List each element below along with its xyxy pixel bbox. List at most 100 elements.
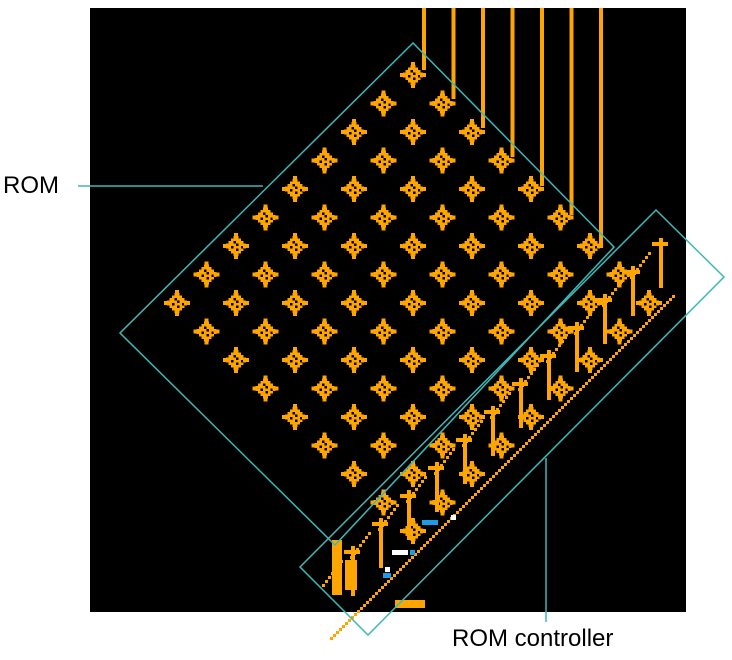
controller-bit bbox=[418, 484, 421, 487]
controller-diagonal-bit bbox=[480, 487, 483, 490]
controller-diagonal-bit bbox=[612, 355, 615, 358]
rom-cell bbox=[282, 404, 308, 430]
rom-cell bbox=[252, 261, 279, 288]
controller-channel-cap bbox=[624, 270, 640, 274]
controller-diagonal-bit bbox=[462, 505, 465, 508]
controller-channel bbox=[491, 406, 495, 456]
controller-diagonal-bit bbox=[534, 433, 537, 436]
controller-diagonal-bit bbox=[543, 424, 546, 427]
controller-diagonal-bit bbox=[546, 421, 549, 424]
controller-diagonal-bit bbox=[618, 349, 621, 352]
controller-channel bbox=[379, 518, 383, 568]
controller-diagonal-bit bbox=[459, 508, 462, 511]
rom-cell-grid bbox=[164, 62, 662, 544]
controller-channel bbox=[519, 378, 523, 428]
controller-channel-cap bbox=[400, 494, 416, 498]
controller-channel-cap bbox=[540, 354, 556, 358]
rom-cell bbox=[547, 204, 574, 231]
controller-diagonal-bit bbox=[414, 553, 417, 556]
controller-bit bbox=[474, 428, 477, 431]
rom-output-line bbox=[569, 8, 574, 215]
controller-diagonal-bit bbox=[387, 580, 390, 583]
rom-cell bbox=[606, 261, 633, 288]
controller-bit bbox=[415, 488, 418, 491]
controller-bit bbox=[592, 308, 595, 311]
controller-bit bbox=[614, 288, 617, 291]
controller-bit bbox=[589, 312, 592, 315]
controller-diagonal-bit bbox=[657, 310, 660, 313]
controller-channel bbox=[435, 462, 439, 512]
controller-bit bbox=[611, 292, 614, 295]
rom-cell bbox=[341, 290, 367, 316]
rom-cell bbox=[311, 261, 338, 288]
rom-cell bbox=[429, 147, 456, 174]
rom-cell bbox=[370, 204, 397, 231]
controller-diagonal-bit bbox=[348, 619, 351, 622]
controller-diagonal-bit bbox=[648, 319, 651, 322]
controller-diagonal-bit bbox=[330, 637, 333, 640]
controller-diagonal-bit bbox=[651, 316, 654, 319]
controller-channel-cap bbox=[512, 382, 528, 386]
rom-cell bbox=[311, 432, 338, 459]
controller-channel bbox=[659, 238, 663, 288]
controller-channel bbox=[407, 490, 411, 540]
rom-controller-label: ROM controller bbox=[452, 625, 614, 652]
controller-diagonal-bit bbox=[549, 418, 552, 421]
controller-diagonal-bit bbox=[585, 382, 588, 385]
controller-channel bbox=[603, 294, 607, 344]
controller-diagonal-bit bbox=[393, 574, 396, 577]
controller-diagonal-bit bbox=[504, 463, 507, 466]
rom-output-line bbox=[422, 8, 426, 70]
controller-diagonal-bit bbox=[528, 439, 531, 442]
controller-input-block bbox=[332, 540, 342, 595]
controller-diagonal-bit bbox=[633, 334, 636, 337]
controller-bit bbox=[468, 436, 471, 439]
rom-cell bbox=[459, 404, 485, 430]
rom-cell bbox=[370, 375, 397, 402]
controller-channel-cap bbox=[484, 410, 500, 414]
controller-input-block bbox=[395, 600, 425, 608]
controller-diagonal-bit bbox=[498, 469, 501, 472]
rom-cell bbox=[636, 290, 662, 316]
controller-diagonal-bit bbox=[603, 364, 606, 367]
controller-diagonal-bit bbox=[672, 295, 675, 298]
rom-cell bbox=[518, 347, 544, 373]
controller-bit bbox=[480, 420, 483, 423]
rom-cell bbox=[370, 318, 397, 345]
controller-diagonal-bit bbox=[540, 427, 543, 430]
controller-diagonal-bit bbox=[591, 376, 594, 379]
controller-diagonal-bit bbox=[522, 445, 525, 448]
controller-bit bbox=[552, 352, 555, 355]
controller-diagonal-bit bbox=[426, 541, 429, 544]
controller-diagonal-bit bbox=[342, 625, 345, 628]
controller-diagonal-bit bbox=[555, 412, 558, 415]
controller-channel-cap bbox=[596, 298, 612, 302]
rom-cell bbox=[606, 318, 633, 345]
controller-bit bbox=[446, 456, 449, 459]
rom-cell bbox=[488, 147, 515, 174]
rom-cell bbox=[429, 204, 456, 231]
rom-cell bbox=[311, 147, 338, 174]
rom-cell bbox=[193, 261, 220, 288]
controller-diagonal-bit bbox=[654, 313, 657, 316]
rom-cell bbox=[282, 290, 308, 316]
controller-bit bbox=[508, 392, 511, 395]
rom-cell bbox=[488, 261, 515, 288]
controller-diagonal-bit bbox=[483, 484, 486, 487]
controller-diagonal-bit bbox=[513, 454, 516, 457]
controller-diagonal-bit bbox=[471, 496, 474, 499]
controller-diagonal-bit bbox=[531, 436, 534, 439]
rom-controller-region-outline bbox=[298, 208, 726, 637]
controller-diagonal-bit bbox=[570, 397, 573, 400]
controller-channel-cap bbox=[568, 326, 584, 330]
controller-diagonal-bit bbox=[378, 589, 381, 592]
rom-cell bbox=[164, 290, 190, 316]
rom-cell bbox=[370, 90, 397, 117]
controller-diagonal-bit bbox=[474, 493, 477, 496]
rom-cell bbox=[429, 432, 456, 459]
rom-label: ROM bbox=[3, 172, 59, 199]
controller-diagonal-bit bbox=[606, 361, 609, 364]
rom-cell bbox=[370, 432, 397, 459]
controller-bit bbox=[502, 400, 505, 403]
